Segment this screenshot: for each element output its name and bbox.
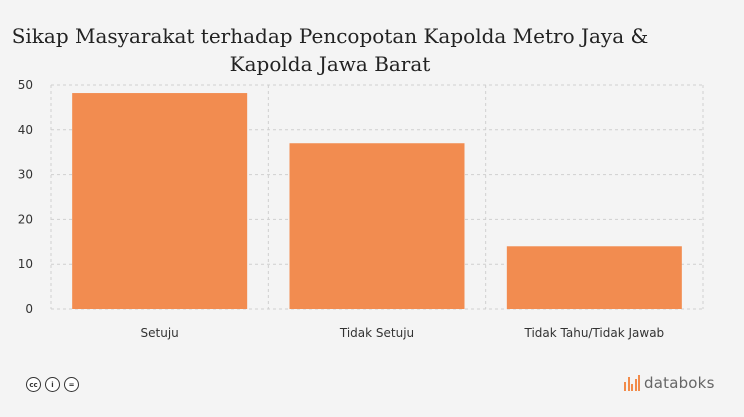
y-tick-label-3: 30 <box>18 168 33 182</box>
databoks-logo-icon <box>624 375 640 391</box>
cc-icon[interactable]: cc <box>26 377 41 392</box>
chart-title-line-2: Kapolda Jawa Barat <box>229 52 431 76</box>
y-tick-label-5: 50 <box>18 78 33 92</box>
y-tick-label-4: 40 <box>18 123 33 137</box>
by-icon[interactable]: i <box>45 377 60 392</box>
y-tick-label-0: 0 <box>25 302 33 316</box>
chart-title: Sikap Masyarakat terhadap Pencopotan Kap… <box>0 22 660 78</box>
brand-logo[interactable]: databoks <box>624 374 715 392</box>
chart-title-line-1: Sikap Masyarakat terhadap Pencopotan Kap… <box>11 24 649 48</box>
x-tick-label-2: Tidak Tahu/Tidak Jawab <box>523 326 664 340</box>
y-tick-label-1: 10 <box>18 257 33 271</box>
brand-name: databoks <box>644 374 715 392</box>
license-icons: cc i = <box>26 377 79 392</box>
x-tick-label-1: Tidak Setuju <box>339 326 414 340</box>
x-tick-label-0: Setuju <box>141 326 179 340</box>
bar-2 <box>506 246 682 309</box>
nd-icon[interactable]: = <box>64 377 79 392</box>
bar-0 <box>72 93 248 310</box>
bar-1 <box>289 143 465 309</box>
y-tick-label-2: 20 <box>18 212 33 226</box>
